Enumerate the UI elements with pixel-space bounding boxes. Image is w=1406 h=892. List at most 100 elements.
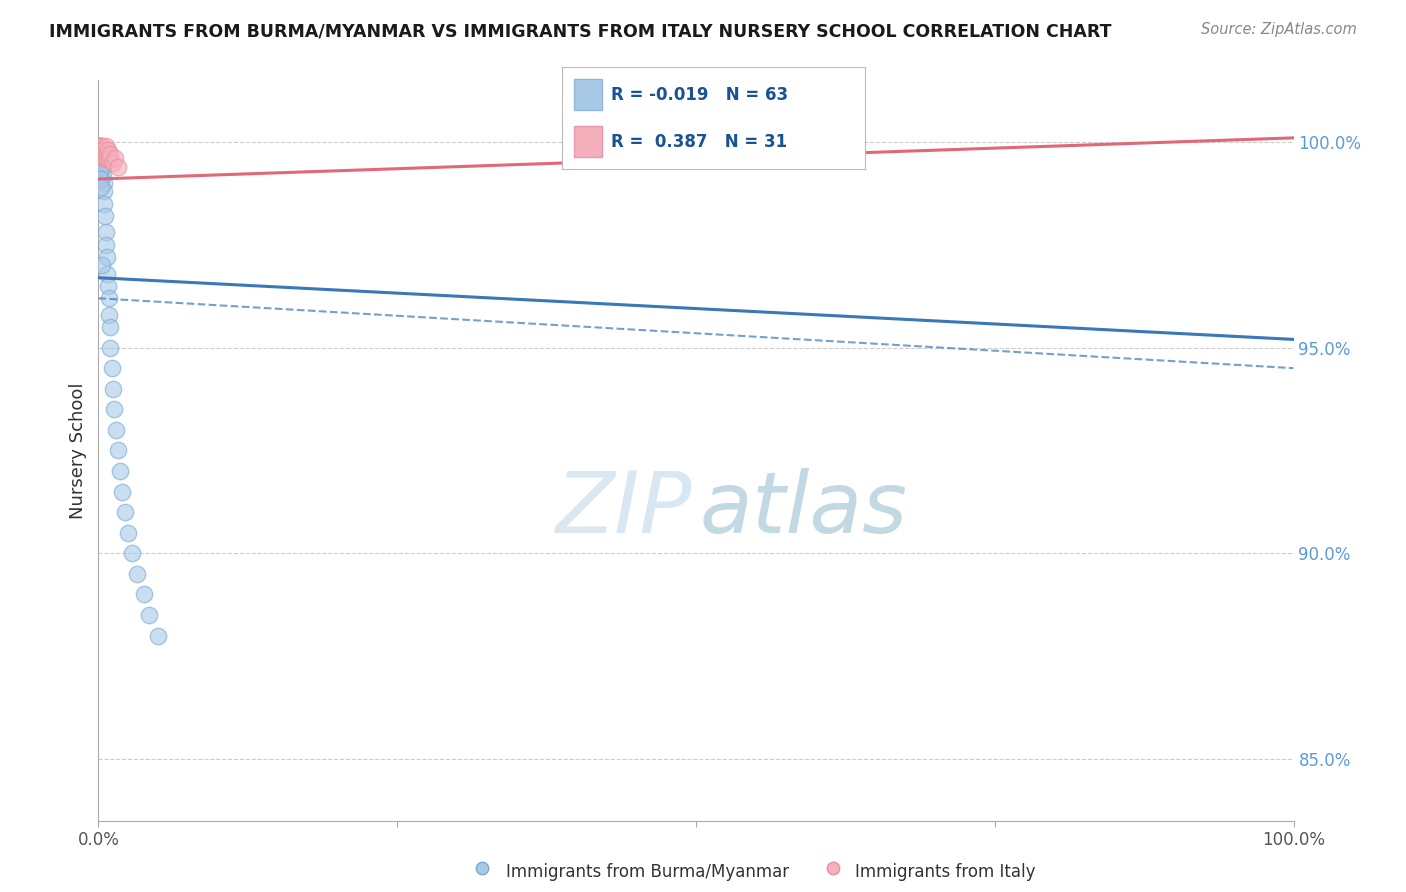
Text: Immigrants from Burma/Myanmar: Immigrants from Burma/Myanmar (506, 863, 789, 881)
Point (91, 143, 114, 157)
Point (90, 147, 112, 161)
Point (96, 147, 118, 161)
Point (103, 402, 125, 417)
Point (104, 152, 127, 166)
Point (125, 566, 148, 581)
Point (100, 361, 122, 376)
Point (90, 139, 112, 153)
Point (89, 155, 111, 169)
Text: R = -0.019   N = 63: R = -0.019 N = 63 (610, 86, 787, 103)
Point (91, 155, 114, 169)
Text: R =  0.387   N = 31: R = 0.387 N = 31 (610, 133, 787, 151)
Point (101, 155, 124, 169)
Point (90, 180, 112, 194)
Point (91, 147, 114, 161)
Point (94, 143, 117, 157)
Point (96, 267, 118, 281)
Point (98, 341, 122, 355)
Point (98, 320, 121, 334)
Text: Immigrants from Italy: Immigrants from Italy (855, 863, 1035, 881)
Y-axis label: Nursery School: Nursery School (69, 382, 87, 519)
Point (90, 155, 112, 169)
Point (90, 147, 112, 161)
Point (91, 152, 114, 166)
Point (101, 382, 124, 396)
Point (90, 147, 112, 161)
Point (91, 143, 114, 157)
Point (89, 139, 111, 153)
Point (89, 139, 111, 153)
Point (91, 160, 114, 174)
Point (107, 443, 129, 458)
Point (108, 464, 131, 478)
Point (94, 226, 117, 240)
Point (89, 147, 111, 161)
Point (87, 152, 110, 166)
Point (91, 258, 114, 272)
Point (97, 143, 120, 157)
Point (89, 139, 111, 153)
Point (87, 139, 110, 153)
Point (132, 587, 155, 601)
Point (821, 861, 844, 875)
Point (87, 143, 110, 157)
Point (148, 628, 170, 642)
Point (91, 143, 114, 157)
Point (89, 143, 111, 157)
Point (94, 139, 117, 153)
Point (89, 155, 111, 169)
Point (93, 152, 115, 166)
Point (90, 147, 112, 161)
Point (89, 152, 111, 166)
Point (138, 607, 160, 622)
Point (93, 147, 115, 161)
Point (96, 152, 118, 166)
Point (93, 176, 115, 190)
Point (91, 152, 114, 166)
Point (90, 160, 112, 174)
Point (94, 209, 117, 223)
Point (93, 155, 115, 169)
Point (93, 196, 115, 211)
Point (93, 184, 115, 198)
Point (107, 160, 129, 174)
Point (90, 139, 112, 153)
Point (90, 172, 112, 186)
Point (90, 160, 112, 174)
Point (89, 152, 111, 166)
Point (96, 237, 118, 252)
Point (91, 147, 114, 161)
Point (117, 525, 139, 540)
Point (91, 147, 114, 161)
Point (90, 152, 112, 166)
Point (89, 163, 111, 178)
Point (105, 423, 128, 437)
Point (89, 143, 111, 157)
Point (90, 143, 112, 157)
Point (91, 168, 114, 182)
Point (90, 143, 112, 157)
Point (90, 143, 112, 157)
Point (97, 291, 120, 305)
Point (111, 484, 134, 499)
Point (98, 152, 121, 166)
Point (89, 147, 111, 161)
Point (98, 147, 122, 161)
Point (471, 861, 494, 875)
Text: Source: ZipAtlas.com: Source: ZipAtlas.com (1201, 22, 1357, 37)
Point (98, 308, 121, 322)
Point (89, 143, 111, 157)
Point (89, 155, 111, 169)
Point (90, 152, 112, 166)
Point (90, 155, 112, 169)
Point (89, 147, 111, 161)
Text: ZIP: ZIP (557, 468, 692, 551)
Text: IMMIGRANTS FROM BURMA/MYANMAR VS IMMIGRANTS FROM ITALY NURSERY SCHOOL CORRELATIO: IMMIGRANTS FROM BURMA/MYANMAR VS IMMIGRA… (49, 22, 1112, 40)
Point (97, 279, 120, 293)
Point (96, 250, 118, 264)
Point (89, 147, 111, 161)
Point (90, 143, 112, 157)
Point (89, 143, 111, 157)
Point (121, 546, 143, 560)
Text: atlas: atlas (700, 468, 907, 551)
